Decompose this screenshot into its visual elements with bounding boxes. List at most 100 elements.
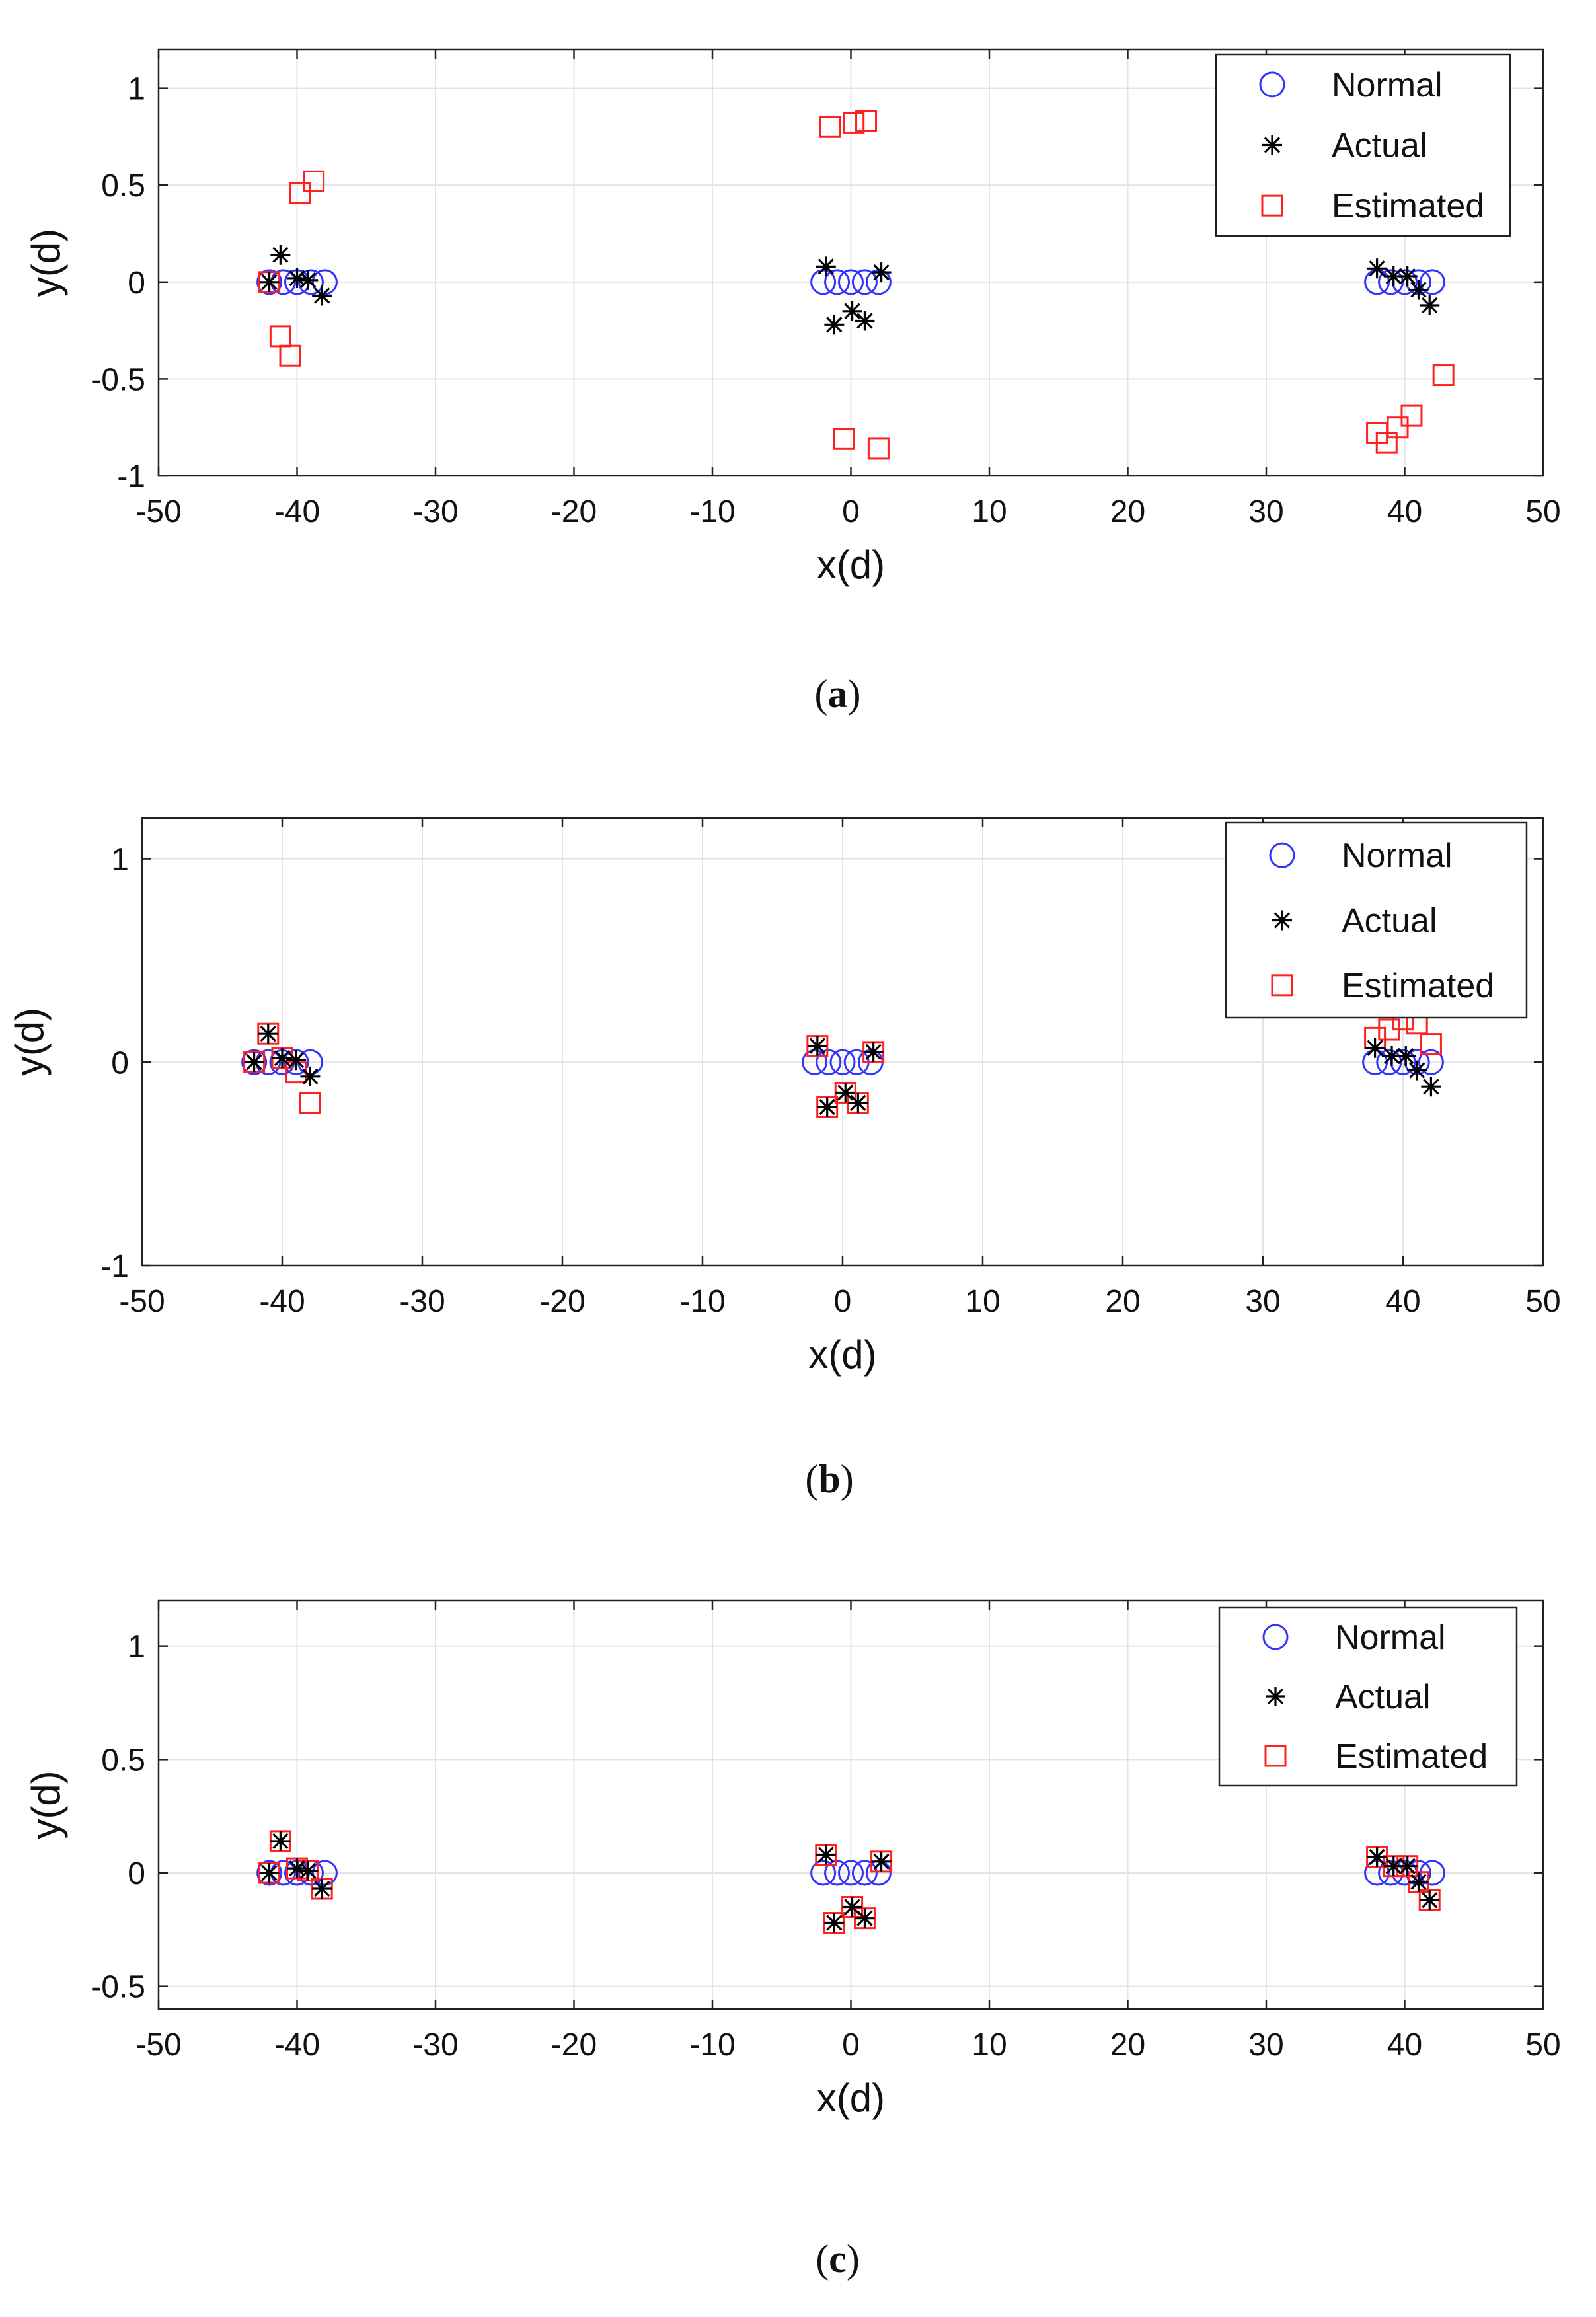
data-point-square (843, 112, 865, 134)
caption-close: ) (848, 672, 861, 716)
data-point-asterisk (1407, 1060, 1427, 1081)
data-point-circle (802, 1049, 828, 1075)
data-point-asterisk (863, 1042, 884, 1062)
figure-caption: (a) (815, 672, 861, 716)
data-point-asterisk (871, 1851, 892, 1872)
y-tick-label: -1 (100, 1249, 129, 1284)
x-tick-label: -40 (259, 1284, 305, 1319)
x-tick-label: 30 (1245, 1284, 1280, 1319)
x-axis-label: x(d) (817, 2076, 885, 2120)
x-tick-label: -50 (135, 494, 181, 529)
caption-open: ( (815, 672, 828, 716)
data-point-circle (824, 269, 851, 295)
data-point-asterisk (1408, 1872, 1429, 1892)
data-point-square (1432, 364, 1455, 387)
x-tick-label: 50 (1525, 2028, 1560, 2063)
x-tick-label: -10 (689, 494, 735, 529)
data-point-asterisk (855, 311, 875, 331)
data-point-square (1400, 404, 1423, 427)
data-point-asterisk (1396, 1046, 1416, 1067)
x-tick-label: 40 (1385, 1284, 1420, 1319)
data-point-square (299, 1092, 321, 1114)
data-point-square (867, 437, 890, 460)
x-tick-label: 30 (1248, 494, 1283, 529)
legend: Normal Actual Estimated (1225, 821, 1528, 1019)
legend-label-estimated: Estimated (1332, 187, 1484, 225)
legend-marker-normal (1259, 71, 1285, 98)
legend-label-actual: Actual (1335, 1678, 1431, 1716)
data-point-asterisk (1365, 1038, 1385, 1058)
data-point-circle (838, 1860, 864, 1886)
data-point-circle (851, 269, 878, 295)
data-point-asterisk (871, 262, 892, 283)
data-point-circle (838, 269, 864, 295)
data-point-asterisk (842, 1897, 862, 1917)
legend: Normal Actual Estimated (1218, 1606, 1518, 1787)
x-tick-label: -30 (412, 2028, 458, 2063)
y-tick-label: -1 (117, 459, 145, 494)
y-tick-label: 0 (128, 266, 145, 301)
x-tick-label: -40 (274, 2028, 320, 2063)
x-tick-label: -10 (689, 2028, 735, 2063)
legend-marker-actual (1262, 135, 1282, 155)
x-tick-label: 0 (842, 494, 860, 529)
data-point-circle (810, 1860, 837, 1886)
data-point-square (303, 170, 325, 192)
legend: Normal Actual Estimated (1215, 53, 1511, 237)
data-point-square (279, 344, 301, 367)
x-axis-label: x(d) (808, 1332, 876, 1377)
legend-label-normal: Normal (1332, 66, 1443, 104)
data-point-circle (297, 269, 324, 295)
caption-open: ( (805, 1457, 818, 1501)
figure-caption: (b) (805, 1457, 853, 1501)
y-tick-label: 1 (128, 72, 145, 107)
data-point-asterisk (286, 1050, 307, 1071)
chart-b: -50 -40 -30 -20 -10 0 10 20 30 40 50-101x(d)y(d)No… (7, 817, 1561, 1501)
y-axis-label: y(d) (24, 229, 68, 297)
legend-label-estimated: Estimated (1342, 967, 1494, 1005)
data-point-asterisk (1397, 1856, 1418, 1876)
data-point-circle (1418, 1049, 1444, 1075)
data-point-square (1420, 1033, 1442, 1055)
x-tick-label: -40 (274, 494, 320, 529)
y-tick-label: 0.5 (101, 169, 145, 204)
data-point-asterisk (287, 268, 307, 288)
y-tick-label: -0.5 (91, 1970, 145, 2005)
x-tick-label: 50 (1525, 494, 1560, 529)
x-tick-label: 40 (1387, 494, 1422, 529)
data-point-asterisk (1382, 1046, 1402, 1067)
caption-open: ( (816, 2237, 829, 2281)
data-point-circle (256, 269, 283, 295)
data-point-circle (824, 1860, 851, 1886)
data-point-square (1375, 432, 1398, 454)
caption-letter: a (828, 672, 848, 716)
data-point-asterisk (848, 1092, 868, 1113)
data-point-asterisk (842, 301, 862, 321)
x-tick-label: -30 (399, 1284, 445, 1319)
x-tick-label: -30 (412, 494, 458, 529)
data-point-square (1387, 416, 1409, 439)
x-tick-label: -10 (679, 1284, 725, 1319)
data-point-circle (1419, 269, 1445, 295)
x-tick-label: -20 (551, 494, 597, 529)
data-point-circle (241, 1049, 268, 1075)
data-point-asterisk (855, 1908, 875, 1928)
x-tick-label: 30 (1248, 2028, 1283, 2063)
data-point-asterisk (312, 1879, 332, 1899)
x-tick-label: 20 (1105, 1284, 1140, 1319)
data-point-circle (256, 1860, 283, 1886)
y-tick-label: 0 (111, 1045, 129, 1081)
data-point-asterisk (1408, 280, 1429, 300)
data-point-asterisk (259, 1863, 280, 1883)
data-point-square (833, 428, 855, 450)
legend-marker-estimated (1264, 1745, 1287, 1767)
y-tick-label: 0 (128, 1856, 145, 1891)
data-point-asterisk (1383, 1856, 1404, 1876)
caption-letter: b (818, 1457, 840, 1501)
data-point-asterisk (835, 1083, 856, 1103)
data-point-asterisk (312, 285, 332, 306)
data-point-asterisk (270, 245, 291, 265)
data-point-asterisk (1367, 258, 1387, 279)
legend-label-actual: Actual (1342, 902, 1437, 940)
